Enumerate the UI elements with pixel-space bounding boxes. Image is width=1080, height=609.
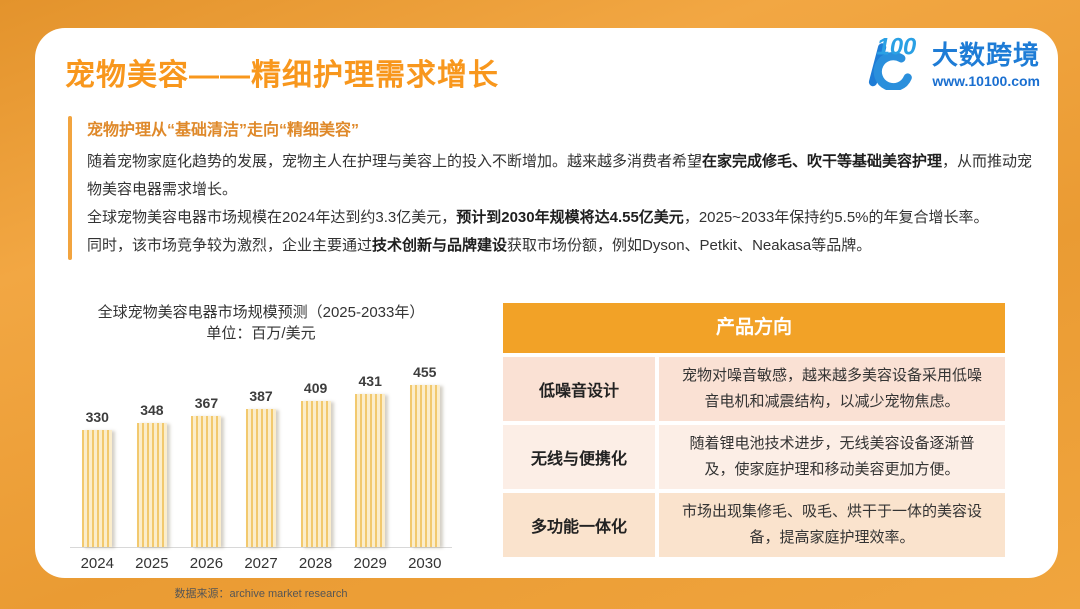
brand-url[interactable]: www.10100.com bbox=[932, 73, 1040, 89]
intro-section: 宠物护理从“基础清洁”走向“精细美容” 随着宠物家庭化趋势的发展，宠物主人在护理… bbox=[68, 116, 1033, 260]
body-text: 全球宠物美容电器市场规模在2024年达到约3.3亿美元， bbox=[87, 209, 457, 226]
emphasis-text: 技术创新与品牌建设 bbox=[372, 237, 508, 254]
bar bbox=[191, 416, 222, 547]
x-axis-tick-label: 2025 bbox=[135, 555, 169, 572]
brand-name: 大数跨境 bbox=[931, 40, 1040, 70]
table-row: 无线与便携化 随着锂电池技术进步，无线美容设备逐渐普及，使家庭护理和移动美容更加方… bbox=[503, 425, 1005, 489]
product-direction-table: 产品方向 低噪音设计 宠物对噪音敏感，越来越多美容设备采用低噪音电机和减震结构，以… bbox=[503, 303, 1005, 557]
bar-value-label: 330 bbox=[85, 409, 109, 425]
body-text: 随着宠物家庭化趋势的发展，宠物主人在护理与美容上的投入不断增加。越来越多消费者希… bbox=[87, 153, 703, 170]
chart-title: 全球宠物美容电器市场规模预测（2025-2033年） bbox=[97, 304, 425, 321]
bar-value-label: 348 bbox=[140, 402, 164, 418]
table-row-description: 随着锂电池技术进步，无线美容设备逐渐普及，使家庭护理和移动美容更加方便。 bbox=[659, 425, 1005, 489]
body-text: 同时，该市场竞争较为激烈，企业主要通过 bbox=[87, 237, 373, 254]
bar-group: 367 bbox=[179, 395, 234, 547]
10100-logo-icon: 100 bbox=[868, 34, 917, 90]
chart-x-axis-labels: 2024 2025 2026 2027 2028 2029 2030 bbox=[70, 555, 452, 572]
bar-group: 431 bbox=[343, 373, 398, 547]
svg-text:100: 100 bbox=[877, 34, 917, 61]
chart-unit-label: 单位：百万/美元 bbox=[206, 325, 316, 342]
body-text: ，从而推动宠物美容电器需求增长。 bbox=[87, 153, 1033, 198]
x-axis-tick-label: 2029 bbox=[353, 555, 387, 572]
bar-group: 387 bbox=[234, 388, 289, 547]
body-text: 获取市场份额，例如Dyson、Petkit、Neakasa等品牌。 bbox=[507, 237, 872, 254]
bar bbox=[409, 385, 440, 547]
table-row-description: 宠物对噪音敏感，越来越多美容设备采用低噪音电机和减震结构，以减少宠物焦虑。 bbox=[659, 357, 1005, 421]
bar-group: 455 bbox=[397, 364, 452, 547]
x-axis-tick-label: 2027 bbox=[244, 555, 278, 572]
intro-paragraph-1: 随着宠物家庭化趋势的发展，宠物主人在护理与美容上的投入不断增加。越来越多消费者希… bbox=[87, 148, 1033, 204]
bar-group: 348 bbox=[125, 402, 180, 547]
bar-value-label: 387 bbox=[249, 388, 273, 404]
x-axis-tick-label: 2030 bbox=[408, 555, 442, 572]
content-card: 宠物美容——精细护理需求增长 100 大数跨境 www.10100.com 宠物… bbox=[35, 28, 1058, 600]
table-row-label: 低噪音设计 bbox=[503, 357, 655, 421]
bar-group: 330 bbox=[70, 409, 125, 547]
emphasis-text: 在家完成修毛、吹干等基础美容护理 bbox=[702, 153, 943, 170]
bar bbox=[355, 394, 386, 547]
table-row: 多功能一体化 市场出现集修毛、吸毛、烘干于一体的美容设备，提高家庭护理效率。 bbox=[503, 493, 1005, 557]
bar-value-label: 455 bbox=[413, 364, 437, 380]
table-row-label: 无线与便携化 bbox=[503, 425, 655, 489]
bar bbox=[246, 409, 277, 547]
x-axis-tick-label: 2026 bbox=[189, 555, 224, 572]
bar bbox=[136, 423, 167, 547]
intro-paragraph-2: 全球宠物美容电器市场规模在2024年达到约3.3亿美元，预计到2030年规模将达… bbox=[87, 204, 1033, 232]
table-body: 低噪音设计 宠物对噪音敏感，越来越多美容设备采用低噪音电机和减震结构，以减少宠物焦… bbox=[503, 357, 1005, 557]
body-text: ，2025~2033年保持约5.5%的年复合增长率。 bbox=[683, 209, 989, 226]
bar-value-label: 431 bbox=[358, 373, 382, 389]
intro-paragraph-3: 同时，该市场竞争较为激烈，企业主要通过技术创新与品牌建设获取市场份额，例如Dys… bbox=[87, 232, 1033, 260]
section-subtitle: 宠物护理从“基础清洁”走向“精细美容” bbox=[87, 122, 360, 139]
table-row-label: 多功能一体化 bbox=[503, 493, 655, 557]
page-title: 宠物美容——精细护理需求增长 bbox=[65, 59, 499, 92]
chart-source-note: 数据来源：archive market research bbox=[174, 588, 348, 600]
chart-plot-area: 330 348 367 387 409 431 455 bbox=[70, 356, 452, 548]
brand-logo: 100 大数跨境 www.10100.com bbox=[862, 34, 1040, 90]
bar-group: 409 bbox=[288, 380, 343, 547]
table-row-description: 市场出现集修毛、吸毛、烘干于一体的美容设备，提高家庭护理效率。 bbox=[659, 493, 1005, 557]
bar-value-label: 367 bbox=[194, 395, 219, 411]
table-header: 产品方向 bbox=[503, 303, 1005, 353]
emphasis-text: 预计到2030年规模将达4.55亿美元 bbox=[456, 209, 684, 226]
market-forecast-bar-chart: 全球宠物美容电器市场规模预测（2025-2033年） 单位：百万/美元 330 3… bbox=[47, 302, 487, 601]
x-axis-tick-label: 2028 bbox=[298, 555, 333, 572]
bar-value-label: 409 bbox=[303, 380, 328, 396]
bar bbox=[82, 430, 113, 547]
x-axis-tick-label: 2024 bbox=[80, 555, 114, 572]
table-row: 低噪音设计 宠物对噪音敏感，越来越多美容设备采用低噪音电机和减震结构，以减少宠物焦… bbox=[503, 357, 1005, 421]
bar bbox=[300, 401, 331, 547]
accent-bar bbox=[68, 116, 72, 260]
